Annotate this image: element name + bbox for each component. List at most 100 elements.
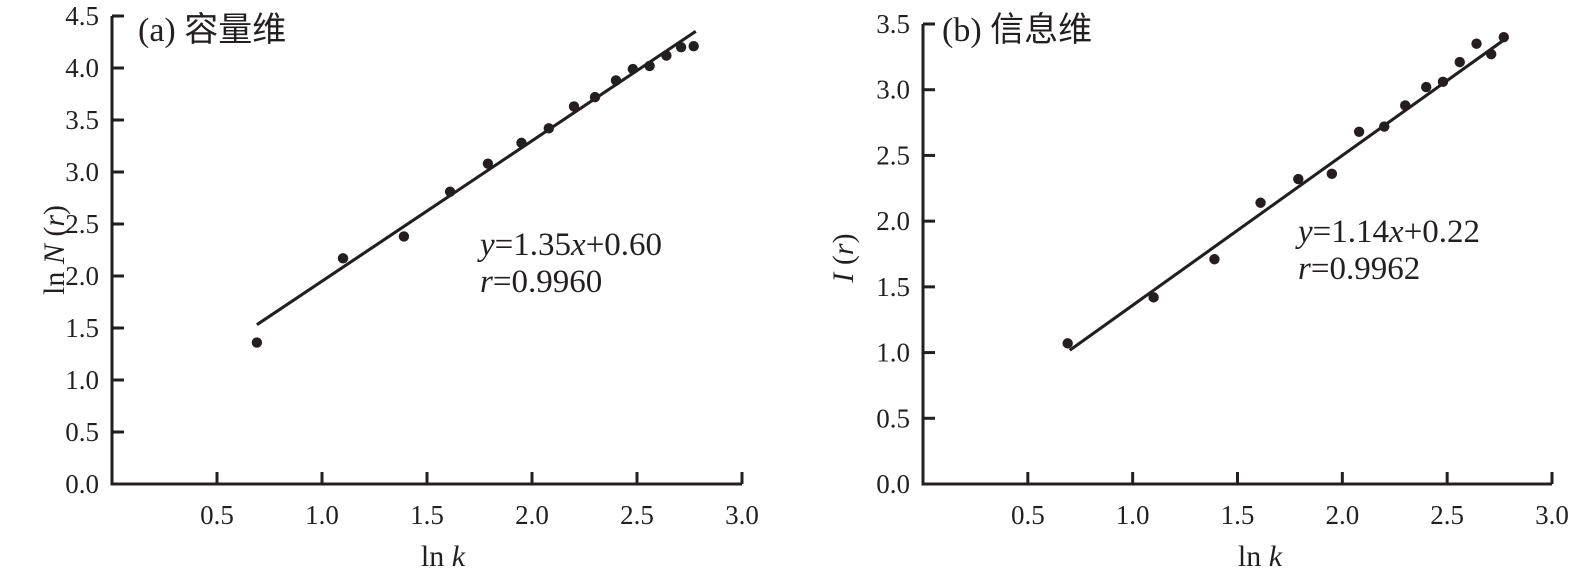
label-segment: (	[38, 227, 71, 245]
x-tick-label: 2.5	[620, 500, 654, 530]
axes	[921, 24, 1552, 486]
label-segment: ln	[38, 264, 71, 295]
fit-r-value: r=0.9960	[480, 264, 602, 300]
data-point	[1421, 81, 1432, 93]
label-segment: k	[1269, 540, 1283, 573]
fit-line	[1068, 35, 1509, 352]
x-tick-label: 1.0	[1116, 500, 1150, 530]
panel-capacity-dimension: 0.5 1.0 1.5 2.0 2.5 3.0 0.0 0.5 1.0 1.5 2.0 2.5 3.0 3…	[38, 1, 759, 573]
panel-title: (a) 容量维	[138, 11, 286, 49]
data-point	[1400, 100, 1411, 111]
data-point	[1255, 197, 1266, 208]
data-point	[1293, 173, 1304, 185]
x-tick-label: 3.0	[725, 500, 759, 530]
label-segment: r	[38, 215, 71, 227]
label-segment: r	[1298, 251, 1311, 287]
data-point	[1498, 31, 1509, 43]
label-segment: r	[480, 264, 493, 300]
data-point	[444, 186, 456, 197]
y-axis-label: ln N (r)	[38, 205, 71, 295]
data-point	[482, 158, 494, 169]
capacity-dimension-chart: 0.5 1.0 1.5 2.0 2.5 3.0 0.0 0.5 1.0 1.5 2.0 2.5 3.0 3…	[38, 1, 759, 573]
label-segment: y	[1295, 214, 1313, 250]
data-point	[1454, 56, 1465, 68]
label-segment: =1.14	[1313, 214, 1389, 250]
label-segment: =1.35	[495, 227, 571, 263]
label-segment: ln	[421, 540, 452, 573]
x-tick-label: 2.0	[515, 500, 549, 530]
y-tick-label: 4.5	[65, 1, 99, 31]
data-point	[610, 75, 622, 86]
x-tick-label: 3.0	[1535, 500, 1569, 530]
data-point	[688, 40, 699, 52]
fit-equation: y=1.14x+0.22	[1295, 214, 1480, 250]
panel-title: (b) 信息维	[942, 11, 1092, 49]
data-point	[543, 123, 554, 134]
label-segment: =0.9960	[493, 264, 602, 300]
y-axis-label: I (r)	[827, 233, 860, 283]
x-tick-label: 1.5	[410, 500, 444, 530]
y-tick-label: 3.0	[876, 75, 910, 105]
data-point	[589, 91, 601, 103]
y-tick-label: 2.5	[65, 209, 99, 239]
label-segment: x	[570, 227, 586, 263]
y-tick-label: 0.0	[65, 469, 99, 499]
x-tick-label: 1.0	[305, 500, 339, 530]
x-tick-label: 0.5	[200, 500, 234, 530]
fit-r-value: r=0.9962	[1298, 251, 1420, 287]
x-tick-label: 0.5	[1011, 500, 1045, 530]
y-tick-label: 3.0	[65, 157, 99, 187]
data-point	[627, 63, 638, 75]
data-point	[661, 50, 672, 61]
y-tick-label: 1.5	[65, 313, 99, 343]
data-point	[568, 101, 580, 112]
y-tick-label: 0.5	[65, 417, 99, 447]
y-tick-label: 3.5	[65, 105, 99, 135]
panel-information-dimension: 0.5 1.0 1.5 2.0 2.5 3.0 0.0 0.5 1.0 1.5 2.0 2.5 3.0 3…	[787, 0, 1574, 578]
label-segment: =0.9962	[1311, 251, 1420, 287]
data-point	[1326, 168, 1338, 180]
data-point	[398, 231, 410, 242]
y-tick-label: 2.0	[876, 206, 910, 236]
fit-equation: y=1.35x+0.60	[477, 227, 662, 263]
y-tick-label: 1.5	[876, 272, 910, 302]
y-tick-label: 2.0	[65, 261, 99, 291]
label-segment: ln	[1238, 540, 1269, 573]
data-point	[1062, 338, 1073, 349]
data-point	[337, 253, 349, 264]
label-segment: (	[827, 255, 860, 273]
x-axis-label: ln k	[1238, 540, 1283, 573]
y-tick-label: 1.0	[876, 338, 910, 368]
data-point	[1379, 121, 1390, 132]
label-segment: x	[1388, 214, 1404, 250]
data-point	[251, 337, 263, 348]
data-point	[1437, 76, 1449, 88]
label-segment: +0.22	[1404, 214, 1480, 250]
fit-line	[256, 29, 697, 327]
y-tick-label: 0.5	[876, 403, 910, 433]
label-segment: I	[827, 271, 860, 284]
label-segment: r	[827, 243, 860, 255]
label-segment: N	[38, 242, 71, 265]
data-point	[1353, 126, 1365, 137]
data-point	[644, 60, 655, 72]
data-point	[675, 42, 687, 53]
label-segment: k	[452, 540, 466, 573]
x-axis-label: ln k	[421, 540, 466, 573]
data-point	[516, 137, 527, 149]
y-tick-label: 0.0	[876, 469, 910, 499]
x-tick-label: 2.5	[1430, 500, 1464, 530]
data-point	[1485, 49, 1497, 60]
data-point	[1209, 254, 1220, 265]
y-tick-label: 3.5	[876, 9, 910, 39]
y-tick-label: 4.0	[65, 53, 99, 83]
y-tick-label: 2.5	[876, 140, 910, 170]
label-segment: +0.60	[586, 227, 662, 263]
x-tick-label: 2.0	[1325, 500, 1359, 530]
information-dimension-chart: 0.5 1.0 1.5 2.0 2.5 3.0 0.0 0.5 1.0 1.5 2.0 2.5 3.0 3…	[827, 9, 1569, 573]
label-segment: )	[38, 205, 71, 215]
y-tick-label: 1.0	[65, 365, 99, 395]
data-point	[1148, 292, 1159, 303]
label-segment: y	[477, 227, 495, 263]
